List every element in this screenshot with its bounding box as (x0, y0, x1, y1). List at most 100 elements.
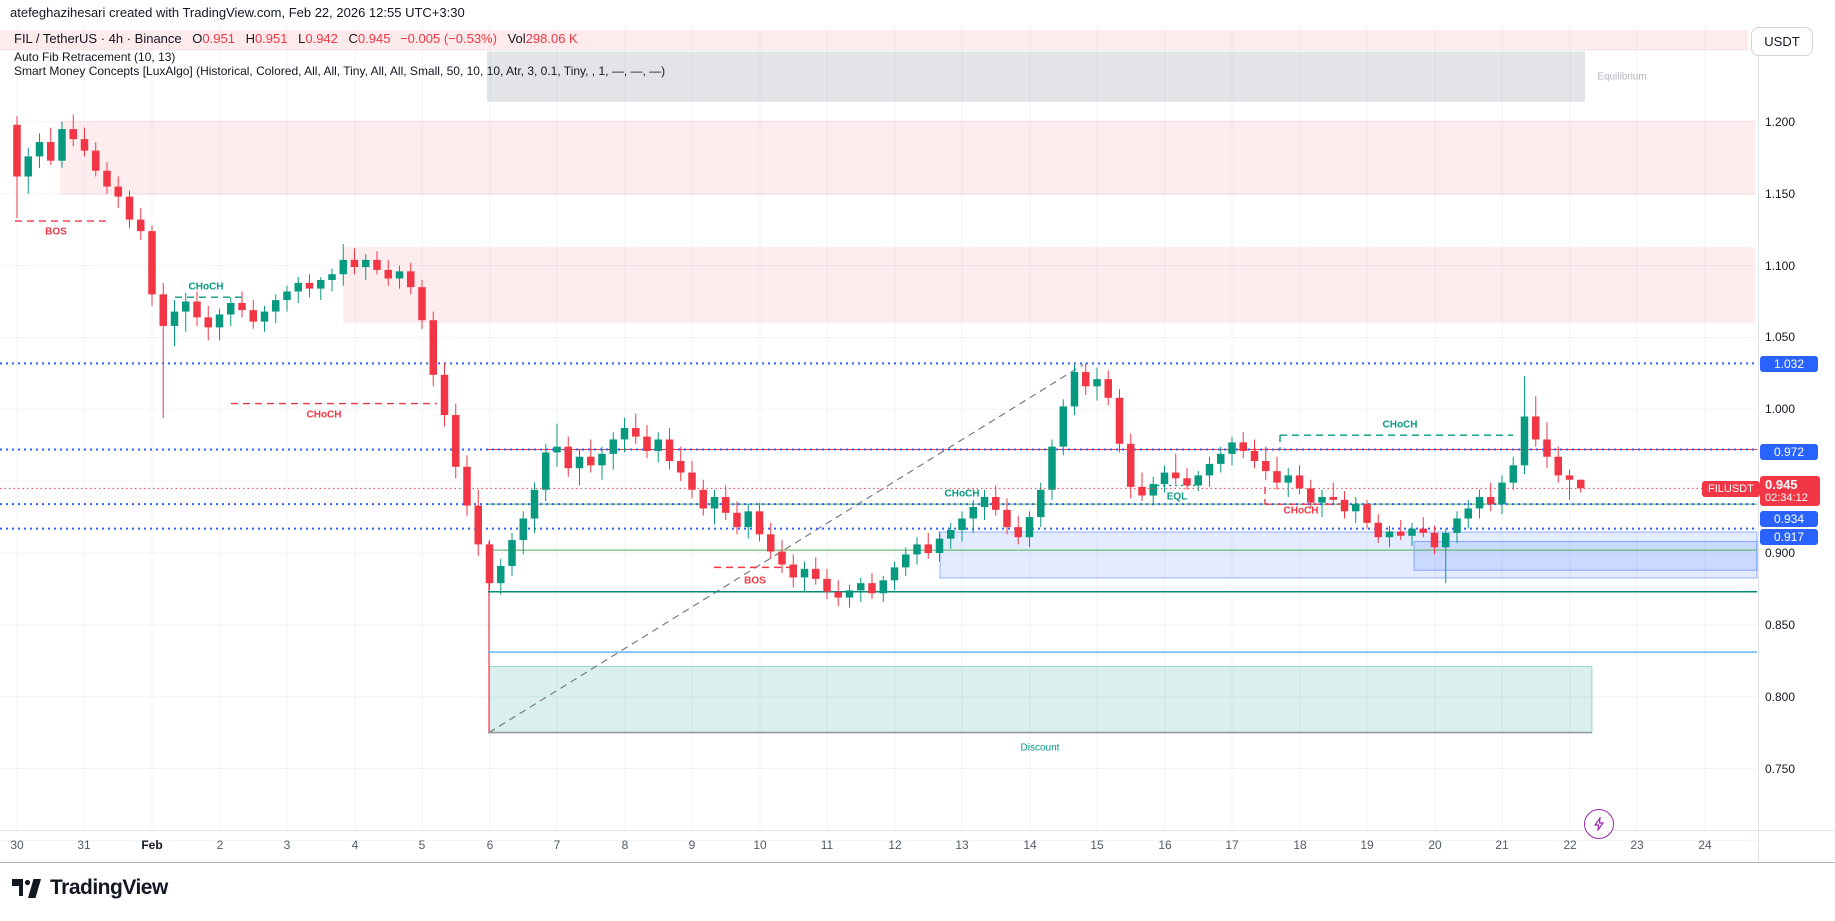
candle-body (1295, 475, 1304, 489)
indicator-row-fib[interactable]: Auto Fib Retracement (10, 13) (14, 50, 176, 64)
candle-body (632, 427, 640, 437)
time-axis-label: 8 (621, 838, 629, 852)
candle-body (114, 186, 122, 197)
candle-body (125, 196, 134, 220)
candle-body (227, 302, 235, 315)
symbol-price-label-badge: FILUSDT (1702, 481, 1760, 497)
candle-body (823, 578, 831, 592)
blue-order-block-2-zone (1413, 541, 1758, 571)
price-axis-label: 1.150 (1765, 186, 1796, 201)
candle-body (170, 311, 179, 326)
candle-body (1318, 496, 1326, 503)
annotation-choch: CHoCH (1382, 419, 1418, 431)
candle-body (1205, 463, 1214, 476)
candle-body (1329, 496, 1337, 500)
candle-body (598, 453, 606, 466)
candle-body (1048, 446, 1056, 490)
discount-box-zone (488, 666, 1593, 733)
candle-body (474, 505, 482, 545)
symbol-info-row[interactable]: FIL / TetherUS · 4h · Binance O0.951 H0.… (14, 31, 578, 46)
candle-body (508, 540, 516, 566)
candle-body (789, 564, 797, 578)
volume-value: 298.06 K (525, 31, 578, 46)
candle-body (688, 472, 696, 490)
candle-body (643, 436, 651, 451)
candle-body (969, 507, 977, 519)
price-axis-label: 0.900 (1765, 546, 1796, 560)
candle-body (1464, 508, 1472, 519)
indicator-row-smc[interactable]: Smart Money Concepts [LuxAlgo] (Historic… (14, 64, 666, 78)
candle-body (294, 282, 302, 292)
candle-body (890, 567, 899, 581)
annotation-eql: EQL (1166, 491, 1188, 503)
candle-body (159, 294, 167, 326)
candle-body (58, 129, 66, 161)
candle-body (1475, 496, 1484, 509)
time-axis-separator (0, 830, 1835, 831)
tradingview-logo-icon (12, 879, 41, 898)
tradingview-logo[interactable]: TradingView (12, 876, 168, 900)
candle-body (1250, 450, 1259, 462)
candle-body (1577, 479, 1585, 489)
candle-body (24, 156, 32, 177)
candle-body (1149, 484, 1157, 496)
time-axis-label: 5 (418, 838, 426, 852)
time-axis-label: 13 (955, 838, 969, 852)
candle-body (744, 511, 752, 528)
candle-body (519, 518, 527, 541)
candle-body (913, 544, 921, 555)
candle-body (1487, 496, 1495, 505)
candle-body (665, 439, 674, 462)
candle-body (1340, 499, 1349, 512)
tradingview-logo-text: TradingView (50, 876, 168, 899)
price-level-badge: 1.032 (1760, 356, 1818, 372)
candle-body (497, 565, 505, 584)
candle-body (1037, 489, 1045, 518)
candle-body (1284, 475, 1292, 483)
candle-body (722, 496, 730, 513)
header-strip-zone (0, 29, 1748, 51)
candle-body (1363, 504, 1371, 523)
open-label: O (192, 31, 203, 46)
candle-body (485, 544, 494, 584)
price-axis-label: 1.100 (1765, 258, 1796, 273)
candle-body (834, 591, 842, 598)
price-level-badge: 0.934 (1760, 511, 1818, 527)
candle-body (1307, 488, 1315, 503)
candle-body (1385, 531, 1394, 538)
low-value: 0.942 (305, 31, 338, 46)
blue-order-block-1-zone (939, 531, 1758, 579)
candle-body (755, 511, 764, 535)
candle-body (767, 534, 775, 552)
annotation-bos: BOS (45, 226, 67, 238)
candle-body (575, 456, 584, 469)
time-axis-label: 3 (283, 838, 291, 852)
current-price-value: 0.945 (1765, 477, 1798, 492)
watermark: atefeghazihesari created with TradingVie… (10, 5, 465, 20)
currency-toggle-button[interactable]: USDT (1751, 27, 1813, 56)
candle-body (958, 518, 966, 531)
candle-body (317, 279, 325, 289)
candle-body (1070, 371, 1079, 407)
high-label: H (245, 31, 255, 46)
candle-body (92, 150, 100, 171)
candle-body (249, 310, 257, 322)
candle-body (1554, 456, 1562, 476)
candle-body (35, 142, 44, 157)
candle-body (1262, 461, 1270, 472)
candle-body (1194, 475, 1202, 486)
time-axis-label: 18 (1293, 838, 1307, 852)
price-axis-label: 0.850 (1765, 617, 1796, 632)
candle-body (1104, 379, 1112, 398)
candle-body (47, 142, 55, 161)
candle-body (395, 271, 404, 279)
lightning-button[interactable] (1584, 809, 1614, 839)
volume-label: Vol (507, 31, 526, 46)
candle-body (800, 568, 809, 578)
candle-body (272, 300, 280, 312)
candle-body (902, 554, 910, 568)
candle-body (530, 489, 539, 519)
candle-body (992, 496, 1000, 510)
time-axis-label: Feb (141, 838, 163, 852)
